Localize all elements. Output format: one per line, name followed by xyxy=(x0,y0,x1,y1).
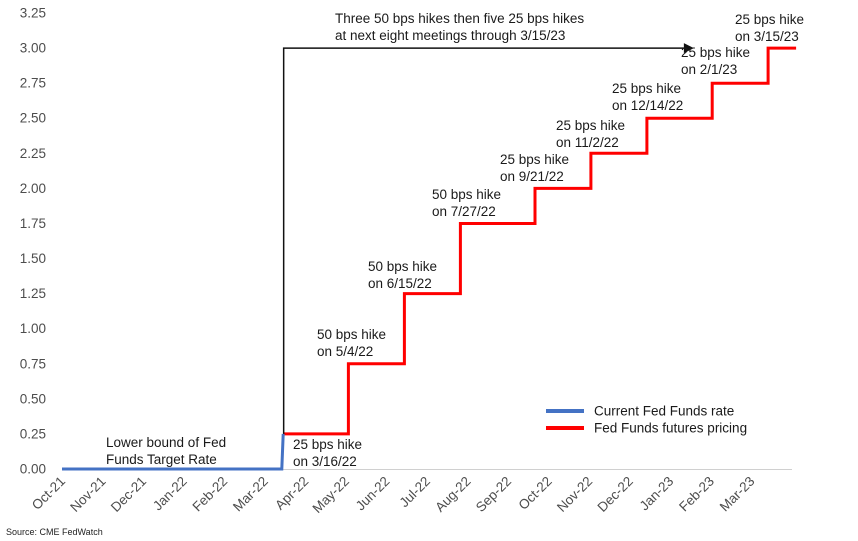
x-tick-label: Dec-21 xyxy=(108,474,149,515)
x-tick-label: Feb-23 xyxy=(676,474,717,515)
annotation: 25 bps hike on 3/15/23 xyxy=(735,12,804,44)
annotation: 25 bps hike on 3/16/22 xyxy=(293,437,362,469)
y-tick-label: 2.50 xyxy=(20,111,46,126)
x-tick-label: Mar-22 xyxy=(230,474,271,515)
x-tick-label: Sep-22 xyxy=(473,474,514,515)
annotation-line: on 11/2/22 xyxy=(556,135,619,150)
annotation-line: Lower bound of Fed xyxy=(106,435,226,450)
annotation: 50 bps hike on 6/15/22 xyxy=(368,259,437,291)
annotation-line: on 2/1/23 xyxy=(681,62,737,77)
annotation: 25 bps hike on 12/14/22 xyxy=(612,81,683,113)
x-tick-label: Oct-21 xyxy=(29,474,68,513)
annotation-line: 50 bps hike xyxy=(432,187,501,202)
annotation-line: Three 50 bps hikes then five 25 bps hike… xyxy=(335,11,584,26)
y-tick-label: 3.00 xyxy=(20,41,46,56)
annotation-line: 50 bps hike xyxy=(317,327,386,342)
y-axis-ticks: 0.00 0.25 0.50 0.75 1.00 1.25 1.50 1.75 2.00 2.25… xyxy=(20,6,46,477)
x-axis-ticks: Oct-21 Nov-21 Dec-21 Jan-22 Feb-22 Mar-22 Apr-… xyxy=(29,474,758,516)
annotation-line: on 3/15/23 xyxy=(735,29,799,44)
annotation-line: 25 bps hike xyxy=(556,118,625,133)
annotation-line: 25 bps hike xyxy=(612,81,681,96)
annotation: 50 bps hike on 5/4/22 xyxy=(317,327,386,359)
arrow-line xyxy=(282,47,685,434)
annotation-line: 25 bps hike xyxy=(681,45,750,60)
x-tick-label: Nov-22 xyxy=(554,474,595,515)
annotation-line: on 12/14/22 xyxy=(612,98,683,113)
annotation-line: on 6/15/22 xyxy=(368,276,432,291)
annotation-line: Funds Target Rate xyxy=(106,452,217,467)
annotation-line: on 5/4/22 xyxy=(317,344,373,359)
series-line xyxy=(283,46,797,436)
series-line xyxy=(62,433,285,471)
annotation: 50 bps hike on 7/27/22 xyxy=(432,187,501,219)
annotation-line: on 3/16/22 xyxy=(293,454,357,469)
annotation-line: at next eight meetings through 3/15/23 xyxy=(335,28,565,43)
x-tick-label: Dec-22 xyxy=(595,474,636,515)
legend: Current Fed Funds rate Fed Funds futures … xyxy=(546,404,747,436)
legend-label: Current Fed Funds rate xyxy=(594,404,734,419)
y-tick-label: 2.75 xyxy=(20,76,46,91)
x-tick-label: Feb-22 xyxy=(189,474,230,515)
annotation-line: 50 bps hike xyxy=(368,259,437,274)
annotation-line: on 9/21/22 xyxy=(500,169,564,184)
y-tick-label: 1.50 xyxy=(20,251,46,266)
annotation-line: on 7/27/22 xyxy=(432,204,496,219)
y-tick-label: 0.50 xyxy=(20,391,46,406)
x-tick-label: Oct-22 xyxy=(516,474,555,513)
x-tick-label: May-22 xyxy=(310,474,352,516)
x-tick-label: Jun-22 xyxy=(353,474,393,514)
annotation: Three 50 bps hikes then five 25 bps hike… xyxy=(335,11,584,43)
x-tick-label: Jan-22 xyxy=(150,474,190,514)
annotation: 25 bps hike on 9/21/22 xyxy=(500,152,569,184)
x-tick-label: Aug-22 xyxy=(432,474,473,515)
annotation: Lower bound of Fed Funds Target Rate xyxy=(106,435,226,467)
annotation-line: 25 bps hike xyxy=(500,152,569,167)
annotation: 25 bps hike on 2/1/23 xyxy=(681,45,750,77)
series-layer xyxy=(62,46,797,471)
x-tick-label: Jan-23 xyxy=(637,474,677,514)
y-tick-label: 0.75 xyxy=(20,356,46,371)
y-tick-label: 3.25 xyxy=(20,6,46,21)
annotations: Lower bound of Fed Funds Target Rate 25 bp… xyxy=(106,11,804,469)
y-tick-label: 0.00 xyxy=(20,462,46,477)
x-tick-label: Jul-22 xyxy=(397,474,434,511)
annotation-line: 25 bps hike xyxy=(293,437,362,452)
legend-label: Fed Funds futures pricing xyxy=(594,421,747,436)
y-tick-label: 2.25 xyxy=(20,146,46,161)
x-tick-label: Mar-23 xyxy=(717,474,758,515)
annotation: 25 bps hike on 11/2/22 xyxy=(556,118,625,150)
source-note: Source: CME FedWatch xyxy=(6,527,103,537)
x-tick-label: Apr-22 xyxy=(272,474,311,513)
y-tick-label: 2.00 xyxy=(20,181,46,196)
arrow-head xyxy=(683,43,694,54)
y-tick-label: 1.75 xyxy=(20,216,46,231)
y-tick-label: 1.00 xyxy=(20,321,46,336)
y-tick-label: 1.25 xyxy=(20,286,46,301)
annotation-line: 25 bps hike xyxy=(735,12,804,27)
annotation-arrow xyxy=(282,43,694,434)
y-tick-label: 0.25 xyxy=(20,426,46,441)
x-tick-label: Nov-21 xyxy=(67,474,108,515)
